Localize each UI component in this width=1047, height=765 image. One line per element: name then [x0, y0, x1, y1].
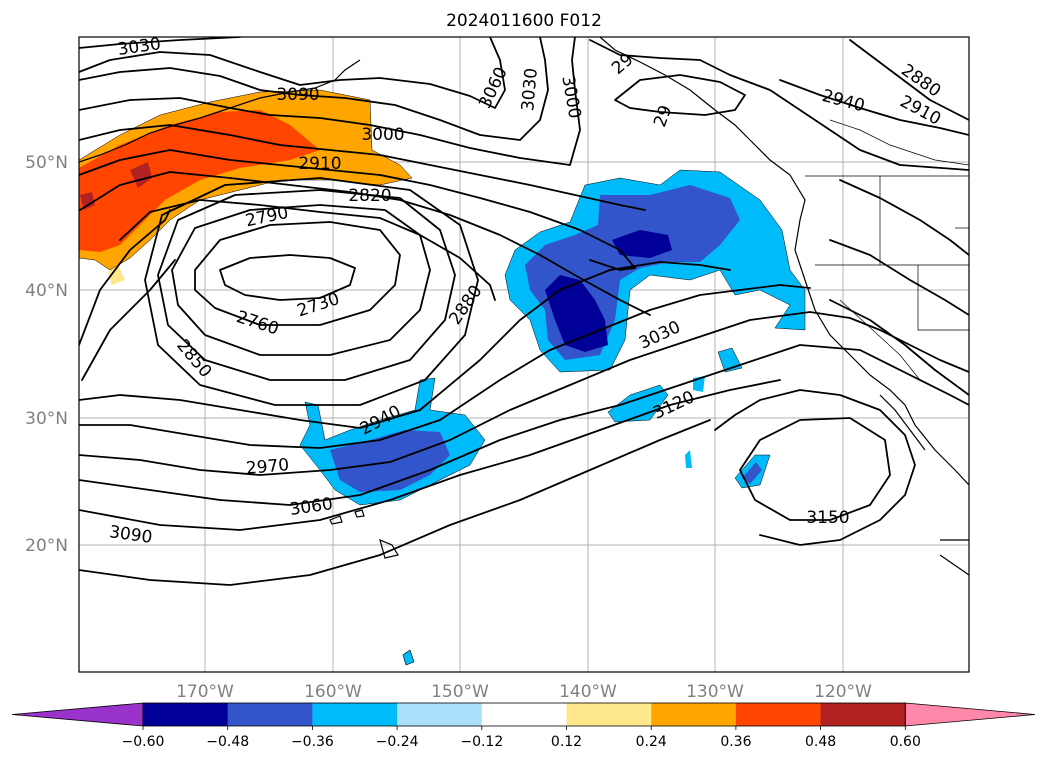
colorbar-tick-label: 0.36	[720, 734, 751, 750]
contour-label: 29	[608, 50, 637, 79]
contour-label: 3090	[276, 85, 319, 105]
contour-label: 2760	[234, 307, 281, 339]
contour-label: 2970	[245, 455, 290, 479]
contour-label: 3000	[557, 74, 584, 120]
colorbar-segment	[227, 703, 313, 726]
colorbar-tick-label: −0.36	[291, 734, 334, 750]
colorbar-segment	[651, 703, 737, 726]
map-panel: 3030 3090 3000 2910 2820 2790 2730 2760 …	[79, 34, 969, 672]
contour-label: 3060	[475, 64, 511, 112]
lat-tick: 50°N	[25, 153, 68, 173]
contour-label: 3090	[108, 522, 154, 548]
contour-label: 2790	[244, 203, 290, 232]
colorbar-outline	[142, 702, 906, 727]
colorbar-tick-label: −0.12	[460, 734, 503, 750]
contour-label: 3030	[116, 34, 162, 60]
lon-tick: 120°W	[814, 682, 872, 702]
colorbar-tick-label: −0.24	[376, 734, 419, 750]
contour-label: 3030	[636, 317, 684, 353]
colorbar-segment	[566, 703, 652, 726]
contour-label: 3060	[288, 494, 334, 520]
colorbar-tick-label: 0.12	[551, 734, 582, 750]
colorbar-segment	[735, 703, 822, 726]
colorbar-segment	[481, 703, 567, 726]
lon-tick: 160°W	[304, 682, 362, 702]
map-title: 2024011600 F012	[446, 11, 602, 31]
colorbar: −0.60 −0.48 −0.36 −0.24 −0.12 0.12 0.24 0.36 0.4…	[11, 702, 1036, 750]
contour-label: 3000	[361, 125, 404, 145]
colorbar-tick-label: 0.60	[890, 734, 921, 750]
colorbar-segment	[397, 703, 483, 726]
contour-label: 3150	[806, 508, 849, 528]
colorbar-extend-low	[11, 702, 144, 727]
lon-tick: 130°W	[686, 682, 744, 702]
colorbar-tick-label: 0.48	[805, 734, 836, 750]
colorbar-tick-label: −0.48	[206, 734, 249, 750]
contour-label: 2910	[298, 154, 341, 174]
lon-tick-labels: 170°W 160°W 150°W 140°W 130°W 120°W	[176, 682, 872, 702]
colorbar-segment	[820, 703, 906, 726]
lat-tick: 20°N	[25, 536, 68, 556]
map-frame	[78, 36, 970, 673]
colorbar-tick-label: −0.60	[122, 734, 165, 750]
contour-label: 29	[650, 103, 676, 130]
lat-tick: 40°N	[25, 281, 68, 301]
political-borders	[805, 119, 969, 381]
lon-tick: 140°W	[559, 682, 617, 702]
colorbar-segment	[312, 703, 398, 726]
height-contours	[79, 37, 969, 586]
lon-tick: 150°W	[431, 682, 489, 702]
colorbar-tick-label: 0.24	[636, 734, 667, 750]
lat-tick-labels: 50°N 40°N 30°N 20°N	[25, 153, 68, 556]
contour-label: 2850	[172, 336, 215, 382]
contour-label: 3030	[518, 67, 542, 112]
contour-label: 2730	[295, 289, 342, 321]
contour-label: 2820	[348, 186, 391, 206]
negative-shading	[299, 169, 806, 666]
colorbar-segment	[143, 703, 229, 726]
colorbar-extend-high	[904, 702, 1036, 727]
lat-tick: 30°N	[25, 409, 68, 429]
lon-tick: 170°W	[176, 682, 234, 702]
